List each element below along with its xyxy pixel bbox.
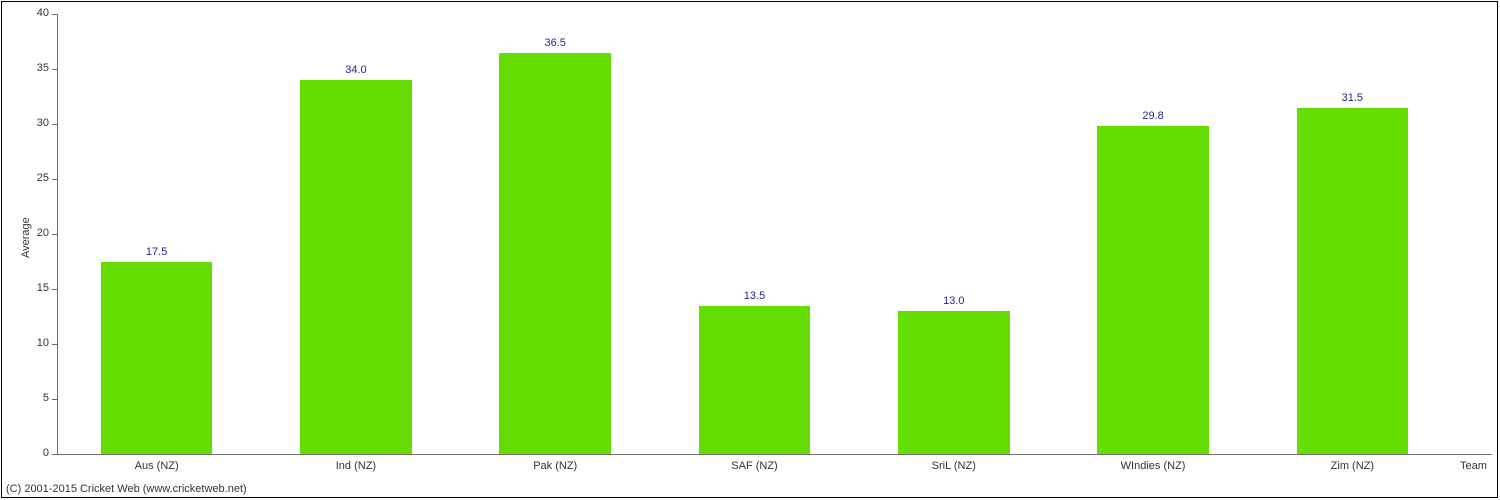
- copyright-text: (C) 2001-2015 Cricket Web (www.cricketwe…: [6, 483, 247, 495]
- y-tick: [52, 234, 57, 235]
- y-tick: [52, 179, 57, 180]
- y-tick: [52, 14, 57, 15]
- y-tick-label: 35: [17, 62, 49, 74]
- bar-value-label: 13.5: [744, 290, 765, 302]
- bar-value-label: 36.5: [544, 37, 565, 49]
- x-tick-label: Aus (NZ): [135, 460, 179, 472]
- y-tick-label: 0: [17, 447, 49, 459]
- y-tick: [52, 344, 57, 345]
- x-axis-label: Team: [1460, 460, 1487, 472]
- y-tick-label: 30: [17, 117, 49, 129]
- x-tick-label: Zim (NZ): [1331, 460, 1374, 472]
- y-tick-label: 5: [17, 392, 49, 404]
- x-tick-label: SriL (NZ): [932, 460, 976, 472]
- y-tick-label: 15: [17, 282, 49, 294]
- bar-value-label: 29.8: [1142, 110, 1163, 122]
- y-tick: [52, 69, 57, 70]
- bar: [101, 262, 213, 455]
- x-tick-label: SAF (NZ): [731, 460, 777, 472]
- bar: [1097, 126, 1209, 454]
- bar-value-label: 31.5: [1342, 92, 1363, 104]
- bar: [1297, 108, 1409, 455]
- y-tick-label: 10: [17, 337, 49, 349]
- bar-value-label: 17.5: [146, 246, 167, 258]
- y-axis-line: [57, 14, 58, 454]
- bar: [499, 53, 611, 455]
- bar-value-label: 34.0: [345, 64, 366, 76]
- bar: [300, 80, 412, 454]
- y-tick-label: 25: [17, 172, 49, 184]
- x-tick-label: WIndies (NZ): [1121, 460, 1186, 472]
- bar: [699, 306, 811, 455]
- y-tick: [52, 124, 57, 125]
- y-axis-label: Average: [20, 217, 32, 258]
- chart-frame: 0510152025303540Average17.5Aus (NZ)34.0I…: [1, 1, 1498, 498]
- plot-area: 0510152025303540Average17.5Aus (NZ)34.0I…: [57, 14, 1452, 454]
- x-tick-label: Pak (NZ): [533, 460, 577, 472]
- x-axis-line: [57, 454, 1492, 455]
- y-tick: [52, 454, 57, 455]
- bar-value-label: 13.0: [943, 295, 964, 307]
- y-tick: [52, 289, 57, 290]
- x-tick-label: Ind (NZ): [336, 460, 376, 472]
- y-tick: [52, 399, 57, 400]
- y-tick-label: 40: [17, 7, 49, 19]
- bar: [898, 311, 1010, 454]
